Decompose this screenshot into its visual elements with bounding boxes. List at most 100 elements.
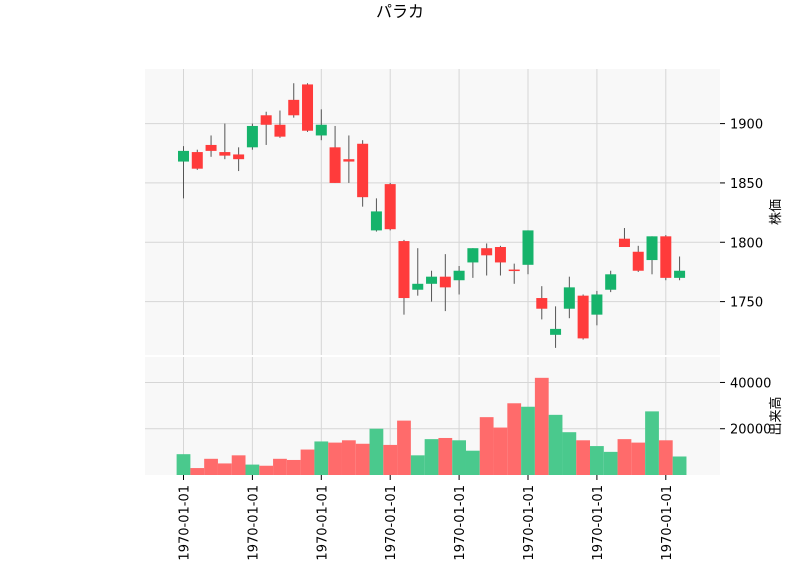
candle-body-up [646, 236, 658, 261]
x-tick-label: 1970-01-01 [246, 485, 261, 561]
candle-body-up [178, 150, 189, 162]
volume-bar [672, 456, 687, 475]
volume-bar [658, 440, 673, 475]
volume-bar [452, 440, 466, 475]
volume-bar [590, 446, 604, 475]
volume-bar [438, 437, 453, 475]
candle-body-down [191, 152, 203, 169]
price-tick-label: 1850 [730, 177, 763, 192]
candle-body-down [302, 84, 314, 131]
price-panel: 1750 1800 1850 1900 株価 [145, 69, 784, 355]
volume-bar [521, 406, 535, 475]
candle-body-up [467, 248, 479, 263]
volume-bar [479, 417, 494, 475]
candle-body-down [494, 247, 506, 263]
volume-bar [397, 420, 411, 475]
volume-grid [145, 381, 720, 430]
candle-body-down [233, 154, 245, 160]
candle-body-down [357, 143, 369, 198]
candle-body-up [591, 294, 603, 315]
volume-bar [548, 414, 563, 475]
candle-body-up [412, 283, 424, 290]
x-tick-label: 1970-01-01 [522, 485, 537, 561]
candle-body-up [563, 287, 575, 309]
candle-body-up [315, 124, 327, 136]
volume-bar [617, 439, 632, 475]
candle-body-up [674, 270, 686, 278]
volume-bar [231, 455, 246, 475]
volume-bar [176, 454, 191, 475]
price-y-ticks: 1750 1800 1850 1900 [720, 118, 763, 311]
volume-bar [190, 468, 205, 475]
volume-bar [273, 458, 287, 475]
volume-panel: 20000 40000 出来高 [145, 357, 784, 475]
x-tick-label: 1970-01-01 [453, 485, 468, 561]
volume-bar [562, 432, 577, 475]
volume-bar [631, 442, 646, 475]
volume-bar [328, 442, 342, 475]
volume-bar [465, 450, 480, 475]
volume-bar [603, 451, 618, 475]
volume-y-axis-label: 出来高 [768, 396, 784, 435]
candle-body-up [550, 328, 562, 335]
candle-body-down [508, 269, 520, 272]
volume-bar [576, 440, 591, 475]
volume-bar [204, 458, 218, 475]
candle-body-down [274, 124, 286, 137]
volume-bars [176, 377, 687, 475]
volume-y-ticks: 20000 40000 [720, 376, 771, 438]
candle-body-down [343, 159, 355, 162]
candle-body-up [522, 230, 534, 265]
volume-bar [245, 464, 260, 475]
volume-tick-label: 40000 [730, 376, 771, 391]
x-axis-ticks: 1970-01-01 1970-01-01 1970-01-01 1970-01-01… [178, 475, 675, 561]
candle-body-up [370, 211, 382, 231]
volume-bar [410, 455, 425, 475]
volume-bar [645, 411, 659, 475]
x-tick-label: 1970-01-01 [591, 485, 606, 561]
candle-body-down [288, 99, 300, 116]
volume-bar [534, 377, 549, 475]
volume-bar [493, 427, 508, 475]
volume-tick-label: 20000 [730, 423, 771, 438]
candle-body-down [398, 241, 410, 299]
candle-body-down [219, 152, 231, 156]
candle-body-down [439, 276, 451, 288]
candle-body-down [536, 298, 548, 309]
volume-bar [383, 444, 398, 475]
volume-bar [369, 428, 384, 475]
candle-body-down [205, 144, 217, 151]
volume-bar [300, 449, 315, 475]
candle-body-up [246, 125, 258, 148]
price-y-axis-label: 株価 [769, 199, 784, 225]
candle-body-up [605, 274, 617, 290]
candle-body-up [453, 270, 465, 281]
candle-body-down [260, 115, 272, 125]
volume-bar [314, 441, 329, 475]
price-tick-label: 1800 [730, 236, 763, 251]
volume-bar [259, 465, 274, 475]
candle-body-down [577, 295, 589, 339]
volume-bar [424, 439, 439, 475]
x-tick-label: 1970-01-01 [315, 485, 330, 561]
x-tick-label: 1970-01-01 [178, 485, 193, 561]
volume-bar [286, 459, 301, 475]
candle-body-down [384, 184, 396, 230]
x-tick-label: 1970-01-01 [660, 485, 675, 561]
candles [178, 83, 686, 348]
x-tick-label: 1970-01-01 [384, 485, 399, 561]
price-tick-label: 1750 [730, 296, 763, 311]
chart-title: パラカ [376, 2, 424, 21]
price-panel-background [145, 69, 720, 355]
candle-body-down [660, 236, 672, 278]
candle-body-down [481, 248, 493, 256]
volume-bar [355, 443, 370, 475]
candle-body-up [426, 276, 438, 284]
candle-body-down [618, 238, 630, 248]
volume-bar [507, 403, 522, 475]
volume-bar [217, 463, 232, 475]
volume-bar [341, 440, 356, 475]
candle-body-down [329, 147, 341, 183]
candle-body-down [632, 251, 644, 271]
